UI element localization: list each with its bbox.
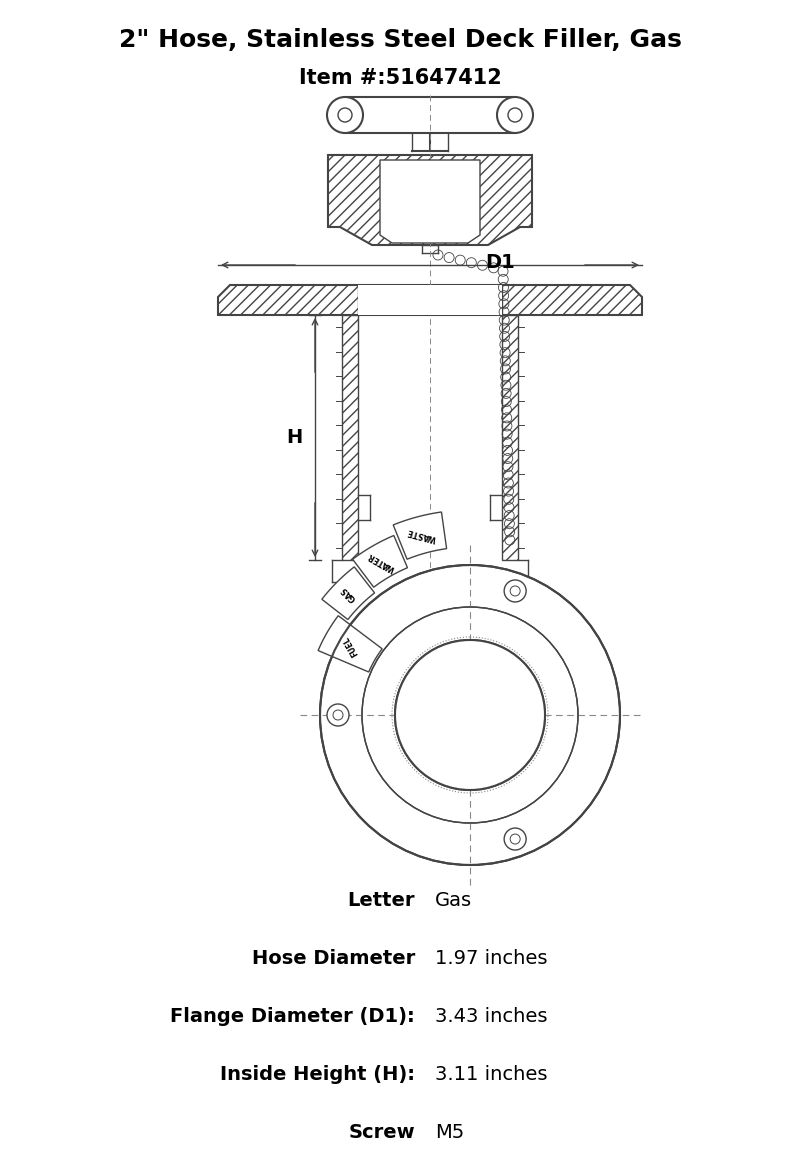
Circle shape	[504, 580, 526, 602]
Circle shape	[327, 96, 363, 133]
Text: Flange Diameter (D1):: Flange Diameter (D1):	[170, 1007, 415, 1025]
Circle shape	[395, 640, 545, 790]
Circle shape	[510, 834, 520, 844]
Polygon shape	[342, 315, 358, 560]
Text: 1.97 inches: 1.97 inches	[435, 949, 547, 968]
Text: Inside Height (H):: Inside Height (H):	[220, 1064, 415, 1083]
Polygon shape	[328, 155, 532, 245]
Text: Gas: Gas	[435, 890, 472, 909]
Text: WASTE: WASTE	[406, 527, 438, 543]
Circle shape	[497, 96, 533, 133]
Text: Item #:51647412: Item #:51647412	[298, 68, 502, 88]
Polygon shape	[358, 285, 502, 315]
Circle shape	[320, 564, 620, 866]
Polygon shape	[380, 160, 480, 243]
Circle shape	[504, 828, 526, 850]
Text: D1: D1	[485, 253, 514, 272]
Polygon shape	[353, 535, 407, 587]
Circle shape	[508, 108, 522, 122]
Text: H: H	[286, 428, 303, 447]
Circle shape	[333, 710, 343, 720]
Circle shape	[327, 704, 349, 726]
Circle shape	[395, 640, 545, 790]
Circle shape	[510, 586, 520, 596]
Polygon shape	[218, 285, 642, 315]
Text: Hose Diameter: Hose Diameter	[252, 949, 415, 968]
Polygon shape	[502, 315, 518, 560]
Text: GAS: GAS	[339, 584, 358, 603]
Polygon shape	[394, 512, 446, 560]
Text: M5: M5	[435, 1123, 464, 1142]
Text: Screw: Screw	[348, 1123, 415, 1142]
Polygon shape	[318, 616, 382, 671]
Circle shape	[362, 607, 578, 823]
Text: DIESEL: DIESEL	[403, 683, 419, 715]
Text: 3.43 inches: 3.43 inches	[435, 1007, 547, 1025]
Text: 2" Hose, Stainless Steel Deck Filler, Gas: 2" Hose, Stainless Steel Deck Filler, Ga…	[118, 28, 682, 52]
Text: 3.11 inches: 3.11 inches	[435, 1064, 547, 1083]
Polygon shape	[322, 567, 374, 620]
Text: FUEL: FUEL	[342, 635, 360, 657]
Text: Letter: Letter	[347, 890, 415, 909]
Polygon shape	[396, 687, 426, 708]
Circle shape	[338, 108, 352, 122]
Text: WATER: WATER	[366, 550, 396, 573]
